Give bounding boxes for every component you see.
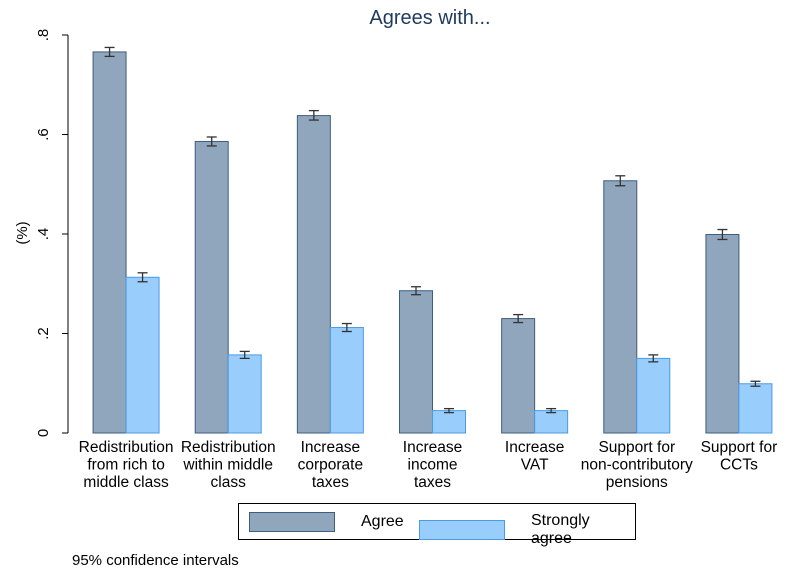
- error-bar: [411, 286, 421, 296]
- x-category-label: Increase VAT: [505, 439, 564, 474]
- error-bar: [546, 407, 557, 414]
- y-tick-label: .4: [35, 228, 52, 241]
- error-bar: [615, 175, 626, 187]
- bar-strongly-agree: [329, 327, 364, 434]
- legend-label-agree: Agree: [361, 513, 404, 530]
- bar-agree: [92, 51, 127, 434]
- bar-agree: [705, 233, 740, 434]
- error-bar: [444, 407, 454, 414]
- error-bar: [750, 380, 761, 387]
- bar-strongly-agree: [227, 354, 262, 434]
- y-axis-label: (%): [14, 221, 31, 244]
- bar-agree: [194, 140, 229, 434]
- bar-strongly-agree: [125, 276, 160, 434]
- legend-swatch-agree: [249, 512, 335, 532]
- bar-strongly-agree: [636, 357, 671, 434]
- error-bar: [239, 350, 250, 360]
- error-bar: [206, 136, 217, 147]
- error-bar: [648, 354, 659, 363]
- confidence-note: 95% confidence intervals: [72, 552, 239, 569]
- legend-label-strongly-agree: Strongly agree: [530, 512, 590, 547]
- error-bar: [341, 322, 352, 333]
- bar-strongly-agree: [534, 410, 569, 434]
- y-tick-label: .8: [35, 29, 52, 42]
- bar-agree: [296, 115, 331, 434]
- bar-agree: [399, 290, 433, 434]
- error-bar: [513, 313, 524, 324]
- error-bar: [308, 109, 319, 121]
- error-bar: [717, 228, 728, 241]
- error-bar: [137, 272, 148, 283]
- x-category-label: Redistribution within middle class: [181, 439, 276, 491]
- x-category-label: Support for CCTs: [701, 439, 778, 474]
- legend: Agree Strongly agree: [238, 503, 636, 547]
- y-tick-label: .6: [35, 128, 52, 141]
- x-category-label: Support for non-contributory pensions: [581, 439, 693, 491]
- y-tick-label: 0: [35, 429, 52, 437]
- bar-strongly-agree: [738, 383, 773, 434]
- error-bar: [104, 46, 115, 58]
- bar-agree: [501, 318, 536, 434]
- x-category-label: Increase income taxes: [403, 439, 462, 491]
- chart-title: Agrees with...: [369, 7, 490, 29]
- legend-swatch-strongly-agree: [419, 520, 505, 540]
- bar-strongly-agree: [432, 410, 466, 434]
- x-category-label: Redistribution from rich to middle class: [79, 439, 174, 491]
- legend-item-agree: Agree: [249, 512, 404, 532]
- x-category-label: Increase corporate taxes: [298, 439, 363, 491]
- y-tick-label: .2: [35, 327, 52, 340]
- bar-agree: [603, 180, 638, 434]
- legend-item-strongly-agree: Strongly agree: [419, 512, 635, 548]
